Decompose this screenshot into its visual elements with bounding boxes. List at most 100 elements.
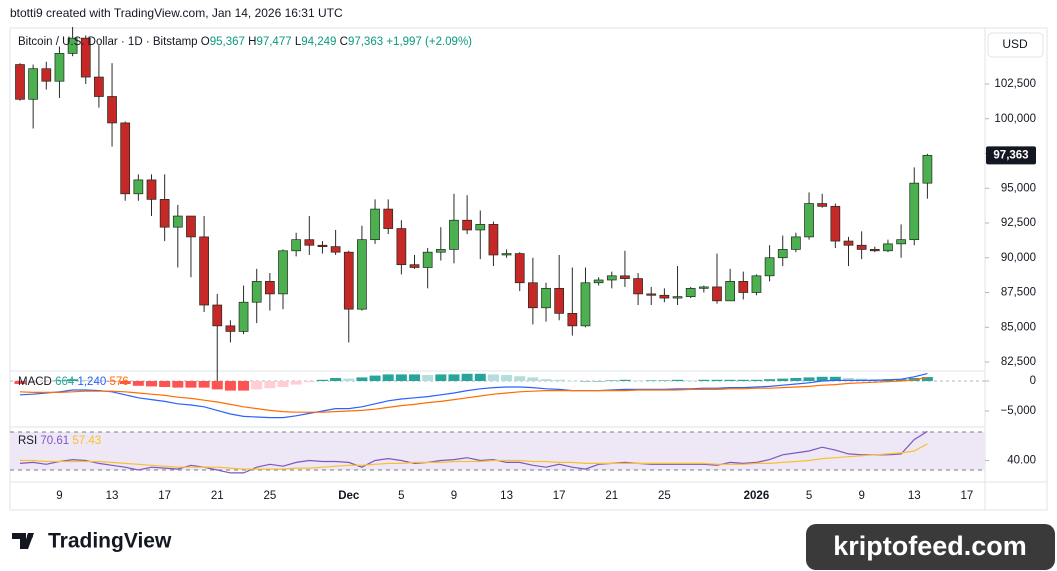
candle-body: [238, 301, 249, 332]
histogram-bar: [159, 381, 171, 387]
candle-body: [41, 68, 52, 82]
candle-body: [409, 264, 420, 268]
x-tick-label: 13: [908, 490, 921, 502]
candle-body: [817, 203, 828, 207]
histogram-bar: [737, 379, 749, 381]
candle-body: [54, 53, 65, 82]
histogram-bar: [14, 381, 26, 384]
candle-body: [15, 64, 25, 100]
candle-body: [856, 244, 867, 250]
histogram-bar: [172, 381, 184, 388]
histogram-bar: [593, 381, 605, 382]
y-tick-label: 102,500: [994, 78, 1036, 90]
symbol-legend: Bitcoin / U.S. Dollar · 1D · Bitstamp O9…: [18, 36, 472, 48]
histogram-bar: [277, 381, 289, 387]
candle-body: [265, 281, 275, 295]
histogram-bar: [566, 381, 578, 382]
candle-body: [554, 287, 565, 314]
candle-body: [343, 251, 354, 310]
candle-body: [330, 246, 341, 253]
histogram-bar: [435, 374, 447, 381]
histogram-bar: [224, 381, 236, 391]
macd-legend: MACD 664 1,240 576: [18, 376, 129, 388]
histogram-bar: [67, 379, 79, 381]
histogram-bar: [672, 379, 684, 381]
rsi-legend: RSI 70.61 57.43: [18, 435, 101, 447]
candle-body: [738, 281, 749, 293]
candle-body: [725, 281, 735, 302]
histogram-bar: [316, 379, 328, 381]
candle-body: [80, 37, 91, 78]
x-tick-label: 17: [158, 490, 171, 502]
histogram-bar: [290, 381, 302, 385]
histogram-bar: [579, 381, 591, 382]
candle-body: [620, 275, 630, 279]
indicator-line: [19, 430, 928, 474]
ohlc-key: H: [248, 36, 256, 48]
candle-body: [646, 293, 657, 296]
histogram-bar: [343, 378, 355, 381]
currency-button[interactable]: [987, 32, 1044, 58]
histogram-bar: [93, 380, 105, 381]
y-tick-label: 82,500: [1001, 356, 1036, 368]
histogram-bar: [803, 377, 815, 381]
x-tick-label: 2026: [744, 490, 770, 502]
candle-body: [712, 286, 722, 302]
candle-body: [383, 208, 394, 229]
histogram-bar: [816, 376, 828, 381]
candle-body: [186, 215, 196, 238]
candle-body: [659, 294, 670, 299]
candle-body: [541, 287, 551, 309]
x-tick-label: 5: [398, 490, 404, 502]
candle-body: [291, 239, 302, 252]
histogram-bar: [514, 376, 526, 381]
histogram-bar: [303, 381, 315, 383]
candle-body: [462, 219, 472, 231]
histogram-bar: [540, 379, 552, 381]
indicator-line: [19, 373, 928, 419]
histogram-bar: [619, 379, 631, 381]
histogram-bar: [132, 381, 144, 386]
histogram-bar: [53, 380, 65, 381]
candle-body: [580, 282, 591, 327]
currency[interactable]: USD: [1002, 37, 1028, 51]
indicator-line: [19, 376, 928, 413]
histogram-bar: [395, 374, 407, 381]
last-price-label: 97,363: [993, 149, 1028, 161]
candle-body: [212, 304, 223, 327]
histogram-bar: [790, 378, 802, 381]
candle-body: [896, 239, 906, 245]
candle-body: [528, 282, 538, 309]
x-tick-label: 9: [56, 490, 62, 502]
candle-body: [449, 219, 459, 250]
watermark-box: [806, 524, 1055, 570]
histogram-bar: [198, 381, 210, 388]
candle-body: [422, 251, 433, 268]
histogram-bar: [106, 381, 118, 382]
indicator-line: [20, 443, 928, 470]
histogram-bar: [921, 377, 933, 381]
histogram-bar: [422, 375, 434, 381]
x-tick-label: 9: [451, 490, 457, 502]
legend-value: 70.61: [40, 435, 69, 447]
legend-value: 576: [109, 376, 128, 388]
x-tick-label: 13: [500, 490, 513, 502]
y-tick-label: 100,000: [994, 113, 1036, 125]
histogram-bar: [527, 377, 539, 381]
y-tick-label: 87,500: [1001, 287, 1036, 299]
y-tick-label: 90,000: [1001, 252, 1036, 264]
attribution: btotti9 created with TradingView.com, Ja…: [10, 6, 343, 20]
change: +1,997 (+2.09%): [386, 36, 472, 48]
candle-body: [251, 281, 262, 303]
candle-body: [172, 215, 183, 228]
y-tick-label: 40.00: [1007, 455, 1036, 467]
candle-body: [488, 224, 499, 256]
candle-body: [120, 122, 131, 195]
histogram-bar: [711, 379, 723, 381]
candle-body: [685, 287, 696, 298]
histogram-bar: [251, 381, 263, 390]
candle-body: [764, 257, 775, 277]
x-tick-label: 25: [263, 490, 276, 502]
histogram-bar: [632, 380, 644, 381]
candle-body: [698, 286, 709, 289]
